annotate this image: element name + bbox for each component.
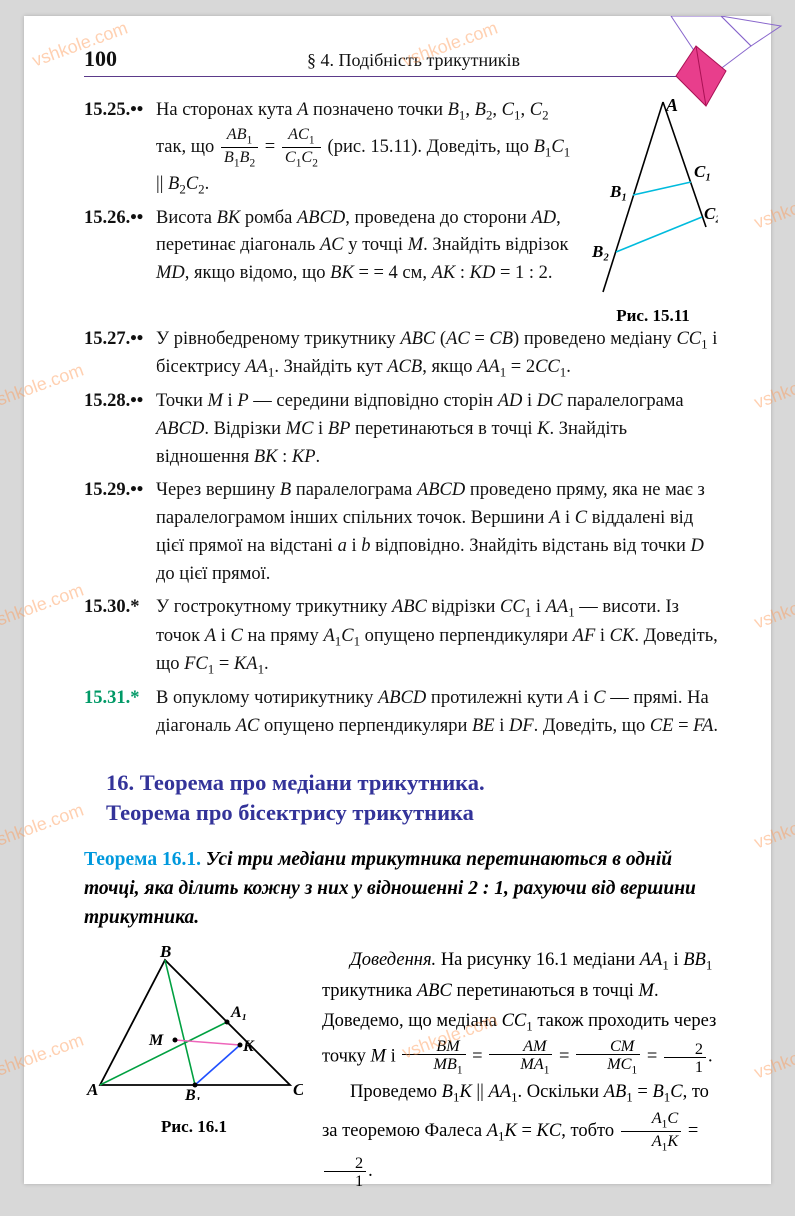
section-title: § 4. Подібність трикутників bbox=[164, 50, 723, 71]
problem-number: 15.28.•• bbox=[84, 388, 156, 471]
figure-caption: Рис. 16.1 bbox=[84, 1113, 304, 1141]
subsection-title: 16. Теорема про медіани трикутника. Теор… bbox=[106, 768, 723, 827]
page-number: 100 bbox=[84, 46, 164, 72]
problem-15-29: 15.29.•• Через вершину B паралелограма A… bbox=[84, 477, 723, 588]
proof-block: A B C A₁ B₁ M K Рис. 16.1 Доведення. На … bbox=[84, 945, 723, 1190]
proof-text: Доведення. На рисунку 16.1 медіани AA1 і… bbox=[322, 945, 723, 1190]
problem-15-28: 15.28.•• Точки M і P — середини відповід… bbox=[84, 388, 723, 471]
problem-number: 15.29.•• bbox=[84, 477, 156, 588]
problem-text: Висота BK ромба ABCD, проведена до сторо… bbox=[156, 205, 575, 288]
svg-text:B₁: B₁ bbox=[184, 1087, 201, 1100]
page-header: 100 § 4. Подібність трикутників bbox=[84, 46, 723, 77]
problem-text: На сторонах кута A позначено точки B1, B… bbox=[156, 97, 575, 199]
problem-text: В опуклому чотирикутнику ABCD протилежні… bbox=[156, 685, 723, 741]
figure-16-1: A B C A₁ B₁ M K Рис. 16.1 bbox=[84, 945, 304, 1190]
theorem-16-1: Теорема 16.1. Усі три медіани трикутника… bbox=[84, 845, 723, 933]
problem-15-27: 15.27.•• У рівнобедреному трикутнику ABC… bbox=[84, 326, 723, 382]
problem-15-31: 15.31.* В опуклому чотирикутнику ABCD пр… bbox=[84, 685, 723, 741]
svg-text:K: K bbox=[242, 1038, 255, 1055]
problem-text: Точки M і P — середини відповідно сторін… bbox=[156, 388, 723, 471]
title-line-1: 16. Теорема про медіани трикутника. bbox=[106, 768, 723, 797]
figure-caption: Рис. 15.11 bbox=[583, 306, 723, 326]
page: 100 § 4. Подібність трикутників 15.25.••… bbox=[24, 16, 771, 1184]
problem-number: 15.26.•• bbox=[84, 205, 156, 288]
problem-15-25: 15.25.•• На сторонах кута A позначено то… bbox=[84, 97, 575, 199]
problem-15-26: 15.26.•• Висота BK ромба ABCD, проведена… bbox=[84, 205, 575, 288]
svg-text:B₁: B₁ bbox=[609, 182, 627, 201]
svg-text:B₂: B₂ bbox=[591, 242, 609, 261]
problem-text: У рівнобедреному трикутнику ABC (AC = CB… bbox=[156, 326, 723, 382]
svg-text:A: A bbox=[86, 1080, 98, 1099]
problem-15-30: 15.30.* У гострокутному трикутнику ABC в… bbox=[84, 594, 723, 678]
svg-text:A₁: A₁ bbox=[230, 1004, 247, 1021]
svg-text:C: C bbox=[293, 1080, 303, 1099]
header-decoration bbox=[651, 16, 791, 126]
theorem-label: Теорема 16.1. bbox=[84, 849, 201, 870]
problem-text: У гострокутному трикутнику ABC відрізки … bbox=[156, 594, 723, 678]
problem-number: 15.30.* bbox=[84, 594, 156, 678]
svg-text:B: B bbox=[159, 945, 171, 961]
problem-number: 15.25.•• bbox=[84, 97, 156, 199]
figure-15-11: A C₁ C₂ B₁ B₂ Рис. 15.11 bbox=[583, 97, 723, 326]
problem-number: 15.31.* bbox=[84, 685, 156, 741]
problem-text: Через вершину B паралелограма ABCD прове… bbox=[156, 477, 723, 588]
svg-text:C₂: C₂ bbox=[704, 204, 718, 223]
svg-text:C₁: C₁ bbox=[694, 162, 711, 181]
svg-text:M: M bbox=[148, 1032, 164, 1049]
title-line-2: Теорема про бісектрису трикутника bbox=[106, 798, 723, 827]
problem-number: 15.27.•• bbox=[84, 326, 156, 382]
